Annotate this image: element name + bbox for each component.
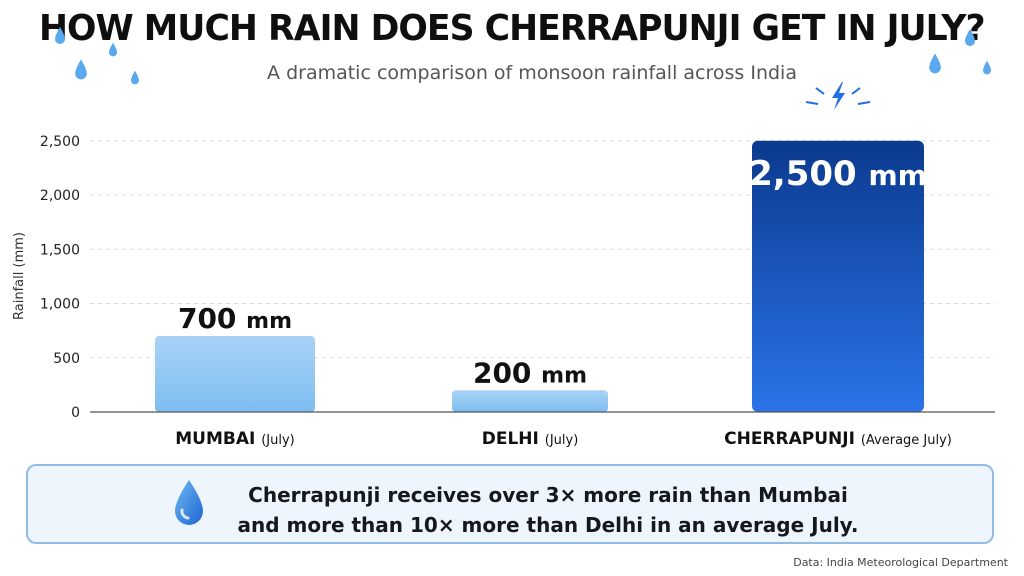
bar-cherrapunji [752,140,924,412]
water-drop-icon [175,480,203,525]
x-tick-label: MUMBAI (July) [175,429,295,449]
value-label: 200 mm [473,356,587,389]
raindrop-icon [109,42,117,57]
x-axis-labels: MUMBAI (July) DELHI (July) CHERRAPUNJI (Av… [175,429,952,449]
bar-delhi [452,390,608,412]
raindrop-icon [929,53,941,74]
value-label: 700 mm [178,302,292,335]
y-tick-label: 2,500 [40,134,80,150]
chart-title: HOW MUCH RAIN DOES CHERRAPUNJI GET IN JU… [38,8,986,49]
callout-text: Cherrapunji receives over 3× more rain t… [218,480,878,540]
raindrop-icon [55,27,65,44]
bar-chart: 0 500 1,000 1,500 2,000 2,500 Rainfall (mm) 7… [12,82,995,449]
value-label: 2,500 mm [749,154,927,194]
callout-line-2: and more than 10× more than Delhi in an … [237,513,859,537]
y-tick-label: 1,000 [40,297,80,313]
x-tick-label: DELHI (July) [482,429,579,449]
y-tick-label: 1,500 [40,242,80,258]
raindrop-icon [983,60,991,75]
y-tick-label: 2,000 [40,188,80,204]
insight-callout: Cherrapunji receives over 3× more rain t… [26,464,994,544]
x-tick-label: CHERRAPUNJI (Average July) [724,429,952,449]
y-axis-label: Rainfall (mm) [12,232,27,320]
y-tick-label: 500 [53,351,80,367]
callout-line-1: Cherrapunji receives over 3× more rain t… [248,483,848,507]
bar-mumbai [155,336,315,412]
chart-subtitle: A dramatic comparison of monsoon rainfal… [267,62,797,84]
bars [155,140,924,412]
lightning-bolt-icon [805,82,871,110]
y-tick-label: 0 [71,405,80,421]
raindrop-icon [965,29,975,46]
data-source: Data: India Meteorological Department [793,556,1008,569]
y-axis-ticks: 0 500 1,000 1,500 2,000 2,500 [40,134,80,421]
value-labels: 700 mm 200 mm 2,500 mm [178,154,927,390]
raindrop-icon [131,70,139,85]
raindrop-icon [75,59,87,80]
